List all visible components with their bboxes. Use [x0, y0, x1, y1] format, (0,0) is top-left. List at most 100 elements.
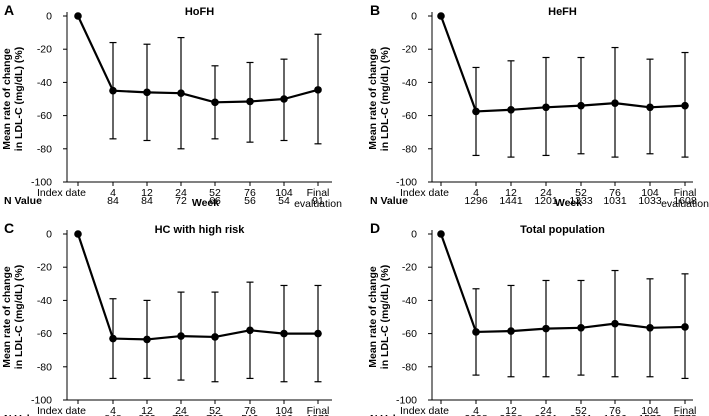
- x-axis-label: Week: [555, 197, 582, 209]
- y-tick-label: -80: [37, 361, 52, 373]
- y-tick-label: -100: [396, 395, 417, 407]
- data-point: [143, 88, 151, 97]
- data-point: [507, 105, 515, 114]
- chart-panel-a: A HoFH Mean rate of changein LDL-C (mg/dL)…: [1, 2, 342, 210]
- n-value: 54: [278, 195, 290, 207]
- x-tick-label: Index date: [37, 405, 86, 416]
- data-point: [109, 334, 117, 343]
- x-tick-label: 24: [540, 405, 552, 416]
- y-axis-label-line1: Mean rate of change: [367, 266, 379, 368]
- n-value: 2228: [464, 413, 488, 416]
- series-line: [439, 233, 686, 334]
- x-tick-label: 4: [110, 405, 116, 416]
- y-tick-label: -100: [31, 177, 52, 189]
- y-tick-label: -60: [37, 110, 52, 122]
- x-tick-label: 52: [209, 187, 221, 199]
- x-tick-label: 12: [505, 405, 517, 416]
- data-point: [437, 12, 445, 20]
- y-tick-label: 0: [411, 229, 417, 241]
- data-point: [177, 89, 185, 97]
- n-value-label: N Value: [4, 195, 42, 207]
- x-tick-label: 24: [175, 405, 187, 416]
- x-tick-label: 52: [209, 405, 221, 416]
- x-tick-label-line2: evaluation: [661, 198, 709, 210]
- n-value: 2031: [534, 413, 558, 416]
- panel-title: Total population: [520, 224, 605, 236]
- x-tick-label-line1: Final: [307, 405, 330, 416]
- data-point: [314, 329, 322, 338]
- n-value: 1233: [569, 195, 593, 207]
- n-value: 1033: [638, 195, 662, 207]
- n-value: 1031: [603, 195, 627, 207]
- y-axis-label-line2: in LDL-C (mg/dL) (%): [13, 265, 25, 369]
- data-point: [211, 333, 219, 341]
- x-tick-label: 52: [575, 187, 587, 199]
- panel-letter: A: [4, 2, 14, 18]
- x-tick-label: 24: [175, 187, 187, 199]
- n-value-label: N Value: [4, 413, 42, 416]
- x-tick-label: Index date: [400, 187, 449, 199]
- n-value: 84: [141, 195, 153, 207]
- n-value: 1296: [464, 195, 488, 207]
- data-point: [646, 323, 654, 332]
- n-value: 72: [175, 195, 187, 207]
- n-value: 1606: [603, 413, 627, 416]
- x-tick-label: 24: [540, 187, 552, 199]
- n-value-label: N Value: [370, 413, 408, 416]
- x-tick-label: Index date: [37, 187, 86, 199]
- n-value: 56: [244, 195, 256, 207]
- x-tick-label-line2: evaluation: [294, 198, 342, 210]
- x-tick-label: 52: [575, 405, 587, 416]
- x-tick-label: 12: [141, 405, 153, 416]
- x-tick-label: 76: [609, 405, 621, 416]
- n-value: 2388: [499, 413, 523, 416]
- y-tick-label: 0: [46, 11, 52, 23]
- y-tick-label: -100: [31, 395, 52, 407]
- x-tick-label: 76: [244, 187, 256, 199]
- n-value: 91: [312, 195, 324, 207]
- data-point: [577, 323, 585, 332]
- x-tick-label: 104: [641, 405, 659, 416]
- panel-letter: C: [4, 220, 14, 236]
- n-value: 1441: [499, 195, 523, 207]
- y-axis-label: Mean rate of changein LDL-C (mg/dL) (%): [367, 47, 391, 151]
- data-point: [472, 328, 480, 336]
- chart-panel-b: B HeFH Mean rate of changein LDL-C (mg/dL)…: [367, 2, 709, 210]
- n-value: 758: [172, 413, 190, 416]
- y-axis-label: Mean rate of changein LDL-C (mg/dL) (%): [367, 265, 391, 369]
- n-value-label: N Value: [370, 195, 408, 207]
- data-point: [177, 332, 185, 340]
- n-value: 486: [275, 413, 293, 416]
- data-point: [577, 101, 585, 110]
- data-point: [246, 326, 254, 335]
- x-tick-label: 76: [244, 405, 256, 416]
- y-tick-label: -80: [402, 143, 417, 155]
- y-tick-label: -80: [37, 143, 52, 155]
- n-value: 848: [104, 413, 122, 416]
- data-point: [507, 327, 515, 335]
- x-tick-label: 104: [275, 187, 293, 199]
- chart-panel-c: C HC with high risk Mean rate of changein …: [1, 220, 342, 416]
- y-axis-label-line1: Mean rate of change: [367, 48, 379, 150]
- panel-letter: D: [370, 220, 380, 236]
- n-value: 66: [209, 195, 221, 207]
- n-value: 2778: [673, 413, 697, 416]
- data-point: [314, 86, 322, 94]
- x-tick-label-line1: Final: [674, 405, 697, 416]
- y-axis-label: Mean rate of changein LDL-C (mg/dL) (%): [1, 265, 25, 369]
- panel-title: HC with high risk: [155, 224, 246, 236]
- panel-title: HeFH: [548, 6, 577, 18]
- n-value: 1201: [534, 195, 558, 207]
- x-tick-label: Index date: [400, 405, 449, 416]
- y-axis-label-line2: in LDL-C (mg/dL) (%): [379, 47, 391, 151]
- data-point: [143, 335, 151, 344]
- chart-panel-d: D Total population Mean rate of changein L…: [367, 220, 709, 416]
- x-tick-label: 12: [505, 187, 517, 199]
- y-tick-label: -60: [402, 110, 417, 122]
- n-value: 712: [206, 413, 224, 416]
